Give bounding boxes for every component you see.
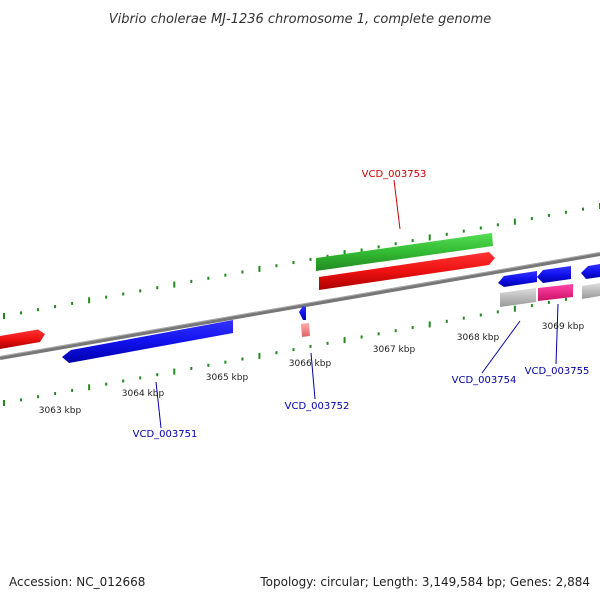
map-title: Vibrio cholerae MJ-1236 chromosome 1, co… — [109, 12, 491, 27]
gray-gene-right-edge — [582, 283, 600, 299]
backbone — [0, 252, 600, 360]
callout-line-vcd-003754 — [481, 320, 521, 374]
gene-vcd-003755 — [537, 266, 571, 283]
gene-label-vcd-003753: VCD_003753 — [362, 169, 427, 180]
feature-track — [0, 233, 600, 363]
gene-callouts: VCD_003751 VCD_003752 VCD_003753 VCD_003… — [133, 169, 590, 440]
gene-vcd-003754-gray — [500, 288, 536, 307]
accession-text: Accession: NC_012668 — [9, 575, 145, 589]
scale-label: 3069 kbp — [542, 322, 585, 332]
gene-vcd-003751 — [62, 320, 233, 363]
gene-vcd-003752 — [299, 306, 306, 320]
gene-vcd-003753 — [319, 252, 495, 290]
scale-label: 3067 kbp — [373, 345, 416, 355]
genome-summary-text: Topology: circular; Length: 3,149,584 bp… — [259, 575, 590, 589]
callout-line-vcd-003755 — [555, 303, 559, 365]
scale-label: 3065 kbp — [206, 373, 249, 383]
scale-labels: 3063 kbp 3064 kbp 3065 kbp 3066 kbp 3067… — [39, 322, 585, 416]
forward-gene-left-edge — [0, 329, 45, 349]
gene-label-vcd-003752: VCD_003752 — [285, 401, 350, 412]
scale-label: 3064 kbp — [122, 389, 165, 399]
gene-vcd-003752-rna — [301, 323, 310, 337]
lower-tick-track — [3, 290, 600, 406]
callout-line-vcd-003751 — [155, 381, 162, 429]
gene-vcd-003753-rrna — [316, 233, 493, 271]
gene-label-vcd-003754: VCD_003754 — [452, 375, 517, 386]
scale-label: 3063 kbp — [39, 406, 82, 416]
reverse-gene-right-edge — [581, 264, 600, 279]
gene-label-vcd-003751: VCD_003751 — [133, 429, 198, 440]
gene-label-vcd-003755: VCD_003755 — [525, 366, 590, 377]
scale-label: 3068 kbp — [457, 333, 500, 343]
scale-label: 3066 kbp — [289, 359, 332, 369]
upper-tick-track — [3, 203, 600, 319]
callout-line-vcd-003752 — [310, 352, 316, 400]
gene-vcd-003754 — [498, 271, 537, 287]
gene-vcd-003755-pink — [538, 284, 573, 301]
callout-line-vcd-003753 — [393, 179, 401, 230]
